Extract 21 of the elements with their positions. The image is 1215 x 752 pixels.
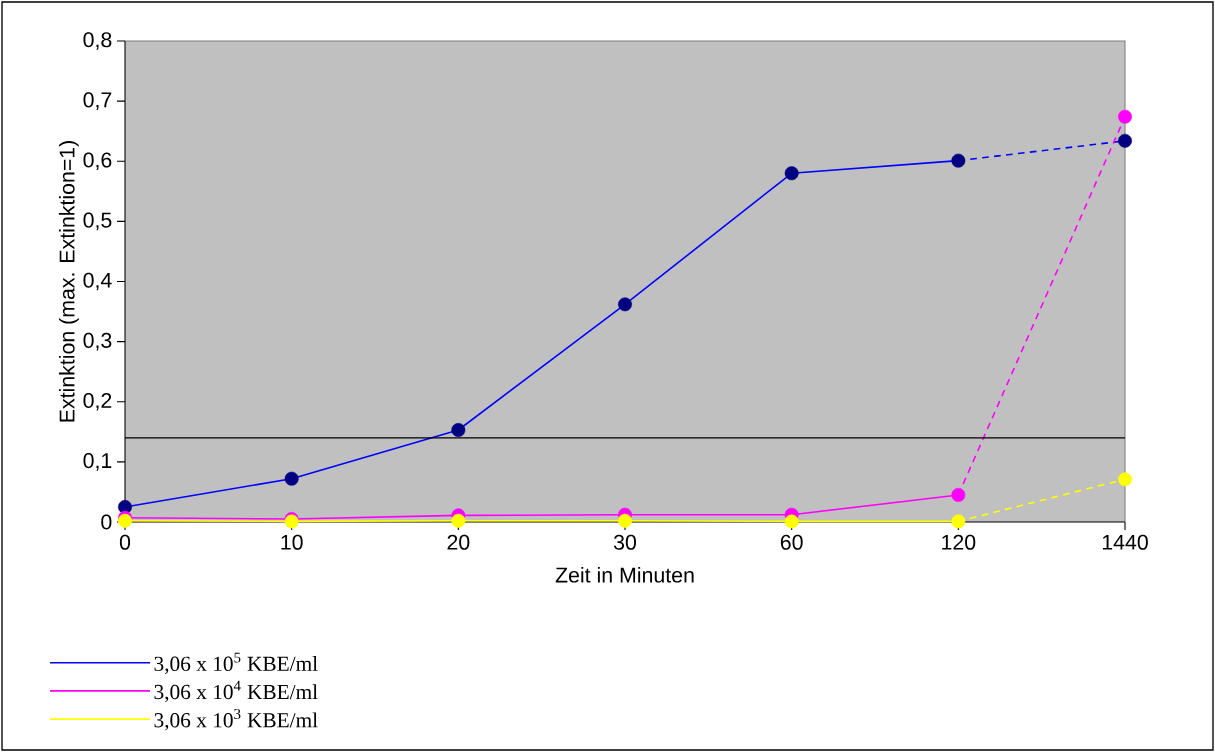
- y-tick-label: 0,3: [83, 332, 112, 351]
- y-tick-label: 0,7: [83, 92, 112, 110]
- y-tick-label: 0,1: [83, 453, 112, 471]
- y-tick-label: 0,2: [83, 392, 112, 411]
- x-tick-label: 30: [613, 534, 637, 550]
- y-axis-title: Extinktion (max. Extinktion=1): [58, 141, 79, 422]
- x-tick-label: 120: [942, 534, 976, 550]
- y-tick-label: 0,4: [83, 272, 112, 291]
- y-tick-label: 0,6: [83, 152, 112, 171]
- y-tick-label: 0: [101, 514, 112, 530]
- x-tick-label: 1440: [1102, 534, 1148, 550]
- y-tick-label: 0,5: [83, 212, 112, 231]
- x-tick-label: 20: [447, 534, 470, 550]
- x-tick-label: 10: [281, 534, 303, 550]
- legend-label: 3,06 x 10$^{5}$ KBE/ml: [154, 652, 318, 675]
- x-axis-title: Zeit in Minuten: [555, 566, 694, 583]
- y-tick-label: 0,8: [83, 32, 112, 50]
- legend-label: 3,06 x 10$^{4}$ KBE/ml: [154, 680, 318, 703]
- x-tick-label: 60: [780, 534, 803, 550]
- legend-label: 3,06 x 10$^{3}$ KBE/ml: [154, 708, 318, 731]
- x-tick-label: 0: [119, 534, 131, 550]
